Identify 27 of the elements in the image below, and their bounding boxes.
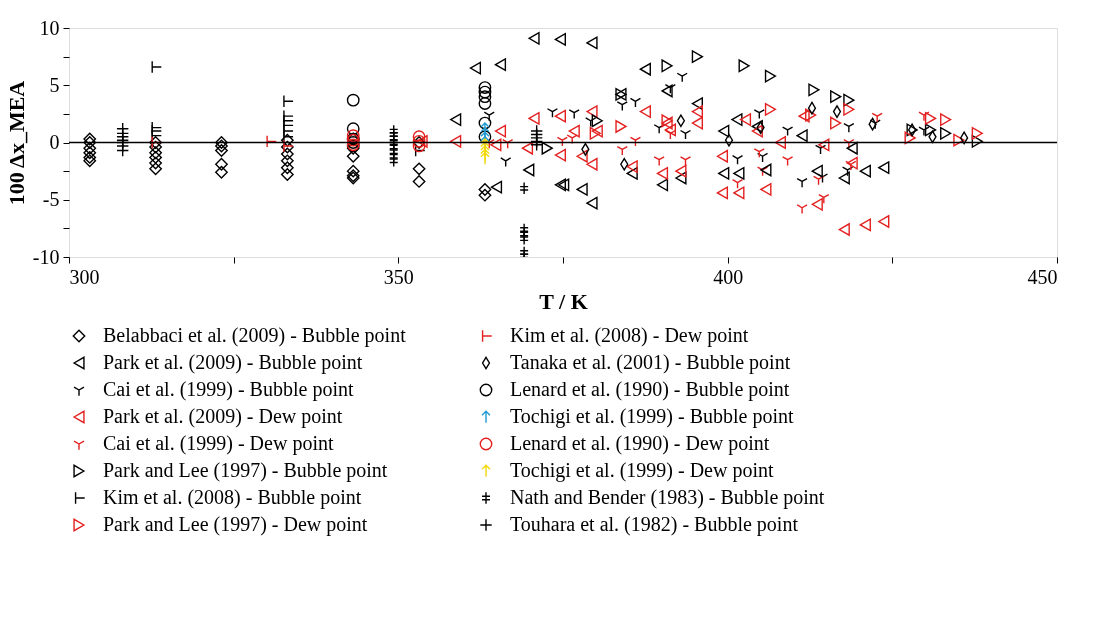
x-axis-title: T / K: [539, 288, 588, 314]
legend-label: Tochigi et al. (1999) - Dew point: [510, 459, 774, 482]
legend-label: Cai et al. (1999) - Bubble point: [103, 378, 354, 401]
legend-label: Kim et al. (2008) - Bubble point: [103, 486, 362, 509]
legend-label: Kim et al. (2008) - Dew point: [510, 324, 749, 347]
legend-label: Lenard et al. (1990) - Bubble point: [510, 378, 790, 401]
y-tick-label: -10: [32, 245, 60, 268]
legend-label: Belabbaci et al. (2009) - Bubble point: [103, 324, 407, 347]
x-tick-label: 300: [69, 265, 100, 288]
x-tick-label: 350: [383, 265, 414, 288]
y-tick-label: 0: [49, 131, 60, 153]
legend-label: Tanaka et al. (2001) - Bubble point: [510, 351, 791, 374]
legend-label: Park and Lee (1997) - Bubble point: [103, 459, 388, 482]
y-tick-label: 5: [49, 73, 60, 96]
legend-label: Park et al. (2009) - Dew point: [103, 405, 343, 428]
y-axis-title: 100 Δx_MEA: [3, 80, 29, 206]
legend-label: Nath and Bender (1983) - Bubble point: [510, 486, 825, 509]
x-tick-label: 400: [713, 265, 744, 288]
legend-label: Tochigi et al. (1999) - Bubble point: [510, 405, 794, 428]
legend-label: Lenard et al. (1990) - Dew point: [510, 432, 770, 455]
legend-label: Cai et al. (1999) - Dew point: [103, 432, 334, 455]
x-tick-label: 450: [1027, 265, 1058, 288]
legend-label: Touhara et al. (1982) - Bubble point: [510, 513, 799, 536]
y-tick-label: -5: [42, 188, 60, 211]
y-tick-label: 10: [39, 16, 60, 39]
legend-label: Park and Lee (1997) - Dew point: [103, 513, 368, 536]
legend-label: Park et al. (2009) - Bubble point: [103, 351, 363, 374]
